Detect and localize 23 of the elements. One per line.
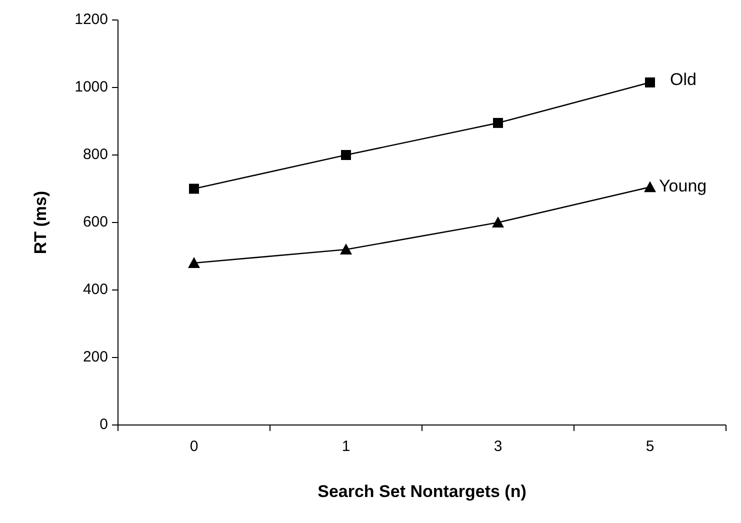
- y-tick-label: 0: [100, 416, 108, 433]
- point: [341, 150, 351, 160]
- point: [492, 216, 504, 228]
- x-tick-label: 5: [646, 438, 654, 455]
- x-tick-label: 1: [342, 438, 350, 455]
- point: [644, 181, 656, 192]
- y-tick-label: 1000: [74, 78, 108, 96]
- series-label: Young: [659, 176, 707, 196]
- x-axis-title: Search Set Nontargets (n): [318, 482, 526, 501]
- y-tick-label: 1200: [74, 10, 108, 28]
- y-tick-label: 400: [82, 280, 108, 298]
- point: [189, 184, 199, 194]
- point: [493, 118, 503, 128]
- y-tick-label: 800: [82, 146, 108, 163]
- point: [340, 244, 352, 254]
- series-label: Old: [670, 70, 696, 89]
- y-tick-label: 600: [82, 213, 108, 230]
- point: [645, 77, 655, 88]
- y-axis-title: RT (ms): [31, 190, 50, 254]
- y-tick-label: 200: [82, 348, 108, 366]
- x-tick-label: 3: [494, 438, 502, 455]
- point: [188, 257, 200, 268]
- x-tick-label: 0: [190, 438, 198, 455]
